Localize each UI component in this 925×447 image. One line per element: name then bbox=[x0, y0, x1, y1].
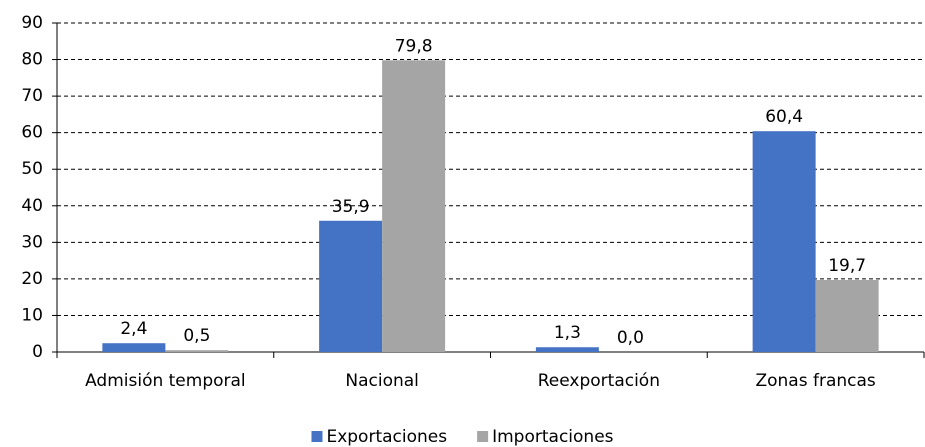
value-label: 60,4 bbox=[765, 107, 803, 127]
bar bbox=[165, 350, 229, 352]
value-label: 1,3 bbox=[554, 323, 581, 343]
value-label: 0,5 bbox=[183, 326, 210, 346]
value-label: 19,7 bbox=[828, 256, 866, 276]
y-tick-label: 60 bbox=[21, 123, 43, 143]
y-tick-label: 70 bbox=[21, 86, 43, 106]
x-tick-label: Nacional bbox=[345, 371, 419, 391]
bar bbox=[752, 131, 816, 352]
y-tick-label: 10 bbox=[21, 305, 43, 325]
y-tick-label: 50 bbox=[21, 159, 43, 179]
x-tick-label: Reexportación bbox=[538, 371, 660, 391]
y-tick-label: 40 bbox=[21, 196, 43, 216]
y-tick-label: 20 bbox=[21, 269, 43, 289]
bar bbox=[319, 220, 383, 352]
y-tick-label: 80 bbox=[21, 50, 43, 70]
bar bbox=[815, 279, 879, 352]
y-tick-label: 90 bbox=[21, 13, 43, 33]
legend-swatch bbox=[477, 431, 489, 442]
legend-label: Importaciones bbox=[492, 427, 614, 447]
y-tick-label: 0 bbox=[32, 342, 43, 362]
value-label: 2,4 bbox=[120, 319, 147, 339]
value-label: 0,0 bbox=[617, 328, 644, 348]
legend-label: Exportaciones bbox=[326, 427, 447, 447]
bar bbox=[102, 343, 166, 352]
bar bbox=[382, 60, 446, 352]
y-tick-label: 30 bbox=[21, 232, 43, 252]
x-tick-label: Admisión temporal bbox=[85, 371, 246, 391]
bar bbox=[535, 347, 599, 352]
x-tick-label: Zonas francas bbox=[755, 371, 875, 391]
legend-swatch bbox=[311, 431, 323, 442]
value-label: 79,8 bbox=[395, 36, 433, 56]
value-label: 35,9 bbox=[332, 197, 370, 217]
